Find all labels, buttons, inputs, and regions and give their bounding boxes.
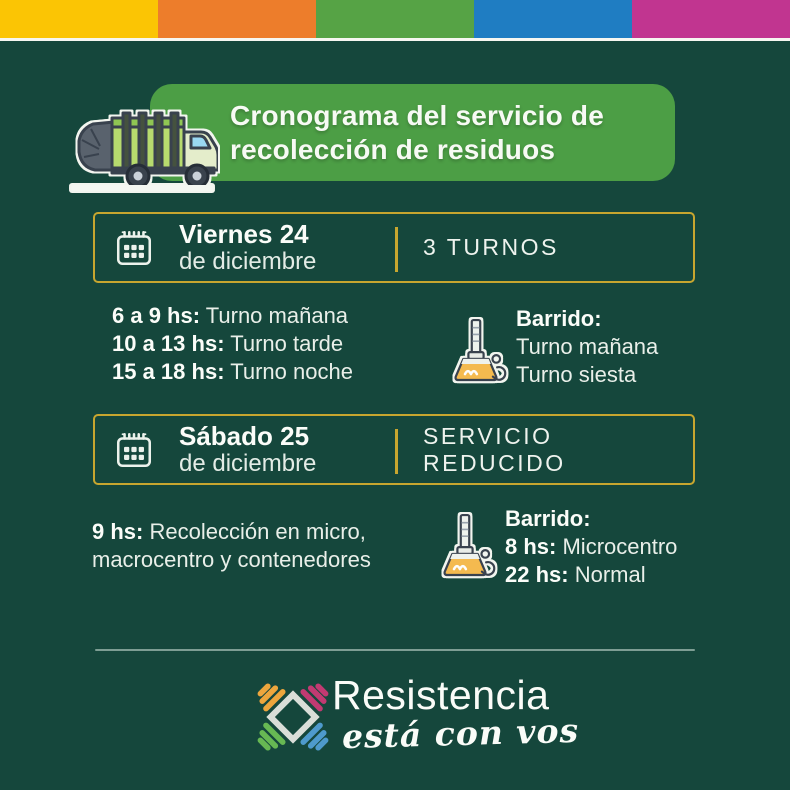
schedule-row: 10 a 13 hs: Turno tarde <box>112 331 344 356</box>
header-banner: Cronograma del servicio de recolección de… <box>150 84 675 181</box>
stripe-orange <box>158 0 316 38</box>
sweep-row: 8 hs: Microcentro <box>505 534 678 559</box>
date-label: Viernes 24 de diciembre <box>179 220 316 275</box>
sweep-row: 22 hs: Normal <box>505 562 646 587</box>
date-box-friday: Viernes 24 de diciembre 3 TURNOS <box>93 212 695 283</box>
broom-icon <box>443 513 496 577</box>
sweep-row: Turno siesta <box>516 362 637 387</box>
saturday-sweep: Barrido: 8 hs: Microcentro 22 hs: Normal <box>505 505 677 589</box>
sweep-title: Barrido: <box>516 306 602 331</box>
box-divider <box>395 227 398 272</box>
brand-diamond-icon <box>257 683 329 751</box>
friday-schedule: 6 a 9 hs: Turno mañana 10 a 13 hs: Turno… <box>112 302 353 386</box>
date-box-saturday: Sábado 25 de diciembre SERVICIO REDUCIDO <box>93 414 695 485</box>
calendar-icon <box>116 432 152 467</box>
stripe-green <box>316 0 474 38</box>
box-divider <box>395 429 398 474</box>
garbage-truck-icon <box>71 111 218 191</box>
saturday-schedule: 9 hs: Recolección en micro, macrocentro … <box>92 518 422 574</box>
service-badge: SERVICIO REDUCIDO <box>423 422 566 476</box>
date-title: Sábado 25 <box>179 421 310 451</box>
service-badge: 3 TURNOS <box>423 234 559 260</box>
page-title: Cronograma del servicio de recolección de… <box>230 99 604 165</box>
date-subtitle: de diciembre <box>179 450 317 477</box>
stripe-yellow <box>0 0 158 38</box>
sweep-row: Turno mañana <box>516 334 659 359</box>
friday-sweep: Barrido: Turno mañana Turno siesta <box>516 305 658 389</box>
date-subtitle: de diciembre <box>179 248 317 275</box>
sweep-title: Barrido: <box>505 506 591 531</box>
broom-icon <box>454 318 507 382</box>
brand-tagline: está con vos <box>341 710 580 757</box>
schedule-row: 6 a 9 hs: Turno mañana <box>112 303 349 328</box>
stripe-magenta <box>632 0 790 38</box>
calendar-icon <box>116 230 152 265</box>
date-label: Sábado 25 de diciembre <box>179 422 316 477</box>
schedule-row: 9 hs: Recolección en micro, macrocentro … <box>92 519 371 572</box>
date-title: Viernes 24 <box>179 219 309 249</box>
stripe-blue <box>474 0 632 38</box>
brand-name: Resistencia <box>332 672 550 718</box>
footer-divider <box>95 649 695 651</box>
top-color-stripes <box>0 0 790 41</box>
schedule-row: 15 a 18 hs: Turno noche <box>112 359 353 384</box>
